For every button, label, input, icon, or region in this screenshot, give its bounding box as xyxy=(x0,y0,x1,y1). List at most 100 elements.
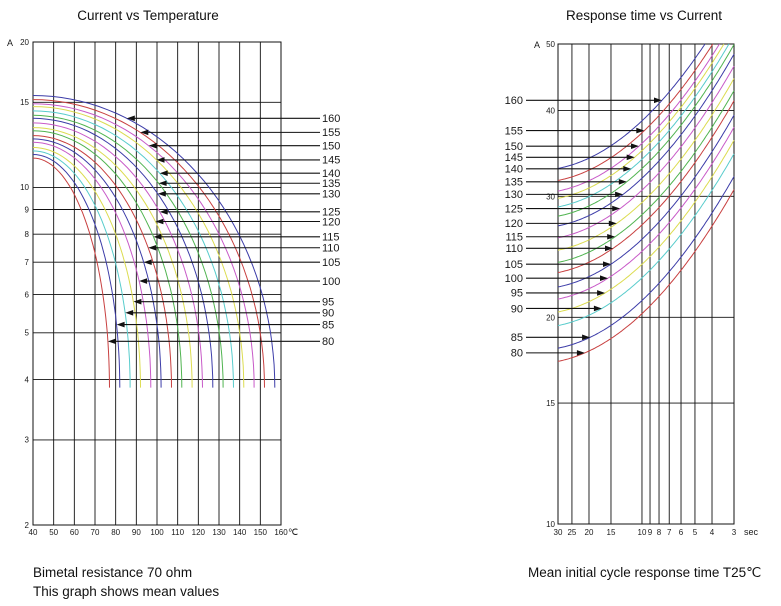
y-tick-label: 50 xyxy=(546,40,555,49)
curve-145 xyxy=(32,106,245,388)
curve-140 xyxy=(32,110,234,388)
leader-arrow-icon-135 xyxy=(158,180,167,187)
x-tick-label: 60 xyxy=(70,528,79,537)
x-tick-label: 20 xyxy=(585,528,594,537)
leader-arrow-icon-160 xyxy=(654,97,662,104)
curve-110 xyxy=(32,135,172,388)
leader-arrow-icon-145 xyxy=(156,157,165,163)
curve-100 xyxy=(557,127,735,300)
rating-label-80: 80 xyxy=(322,336,334,348)
curve-135 xyxy=(557,44,735,217)
curve-85 xyxy=(32,154,121,388)
left-caption-line2: This graph shows mean values xyxy=(33,584,220,599)
leader-arrow-icon-145 xyxy=(626,154,635,161)
curve-140 xyxy=(557,43,730,208)
y-tick-label: 10 xyxy=(546,520,555,529)
current-vs-temperature-chart: 40 50 60 70 80 90 100 110 120 130 140 150 160 20 15 10 9… xyxy=(7,38,340,537)
leader-arrow-icon-105 xyxy=(143,259,152,266)
y-tick-label: 20 xyxy=(546,313,555,322)
x-tick-label: 7 xyxy=(667,528,672,537)
rating-label-110: 110 xyxy=(505,243,523,255)
curve-130 xyxy=(32,117,214,388)
curve-145 xyxy=(557,43,725,199)
rating-label-140: 140 xyxy=(505,164,523,176)
curve-160 xyxy=(32,95,276,388)
x-tick-label: 110 xyxy=(171,528,184,537)
plot-border xyxy=(32,41,282,526)
x-tick-label: 160 xyxy=(274,528,288,537)
y-tick-label: 10 xyxy=(20,183,29,192)
leader-arrow-icon-135 xyxy=(618,178,627,185)
y-tick-label: 2 xyxy=(25,521,30,530)
x-tick-label: 4 xyxy=(710,528,715,537)
x-unit-label: sec xyxy=(744,527,759,537)
y-tick-label: 30 xyxy=(546,192,555,201)
x-tick-label: 70 xyxy=(91,528,100,537)
curve-105 xyxy=(557,114,735,288)
x-tick-label: 6 xyxy=(679,528,684,537)
curve-80 xyxy=(32,157,110,388)
leader-arrow-icon-155 xyxy=(636,127,645,134)
curve-105 xyxy=(32,138,162,388)
x-tick-label: 3 xyxy=(732,528,737,537)
leader-arrow-icon-130 xyxy=(157,190,166,197)
x-tick-label: 8 xyxy=(657,528,662,537)
leader-arrow-icon-80 xyxy=(107,338,116,345)
rating-label-155: 155 xyxy=(322,127,340,139)
x-tick-label: 9 xyxy=(648,528,653,537)
right-chart-caption: Mean initial cycle response time T25℃ xyxy=(528,565,762,580)
leader-arrow-icon-95 xyxy=(133,298,142,305)
x-tick-label: 15 xyxy=(607,528,616,537)
curve-130 xyxy=(557,53,735,227)
y-tick-label: 15 xyxy=(20,98,29,107)
x-tick-label: 150 xyxy=(254,528,268,537)
leader-arrow-icon-100 xyxy=(139,278,148,284)
rating-label-85: 85 xyxy=(511,332,523,344)
rating-label-115: 115 xyxy=(322,232,340,244)
leader-arrow-icon-130 xyxy=(615,191,624,198)
rating-label-125: 125 xyxy=(505,203,523,215)
leader-arrow-icon-140 xyxy=(159,170,168,177)
leader-arrow-icon-105 xyxy=(603,261,611,267)
y-tick-label: 5 xyxy=(25,329,30,338)
left-chart-title: Current vs Temperature xyxy=(77,8,219,23)
rating-label-100: 100 xyxy=(322,276,340,288)
curve-90 xyxy=(32,150,131,388)
curve-160 xyxy=(557,43,706,169)
leader-arrow-icon-150 xyxy=(148,142,157,149)
y-tick-label: 7 xyxy=(25,258,30,267)
rating-label-100: 100 xyxy=(505,273,523,285)
rating-label-80: 80 xyxy=(511,348,523,360)
rating-label-135: 135 xyxy=(322,178,340,190)
leader-arrow-icon-155 xyxy=(140,129,149,136)
curve-135 xyxy=(32,114,224,388)
curve-120 xyxy=(32,127,193,388)
rating-label-150: 150 xyxy=(322,140,340,152)
leader-arrow-icon-125 xyxy=(159,209,168,215)
x-tick-label: 40 xyxy=(29,528,38,537)
y-tick-label: 3 xyxy=(25,436,30,445)
y-tick-label: 4 xyxy=(25,375,30,384)
rating-label-145: 145 xyxy=(505,152,523,164)
curve-95 xyxy=(557,140,735,313)
rating-label-85: 85 xyxy=(322,319,334,331)
y-unit-label: A xyxy=(534,40,540,50)
leader-arrow-icon-115 xyxy=(153,234,162,240)
y-tick-label: 15 xyxy=(546,399,555,408)
x-tick-label: 80 xyxy=(111,528,120,537)
curve-115 xyxy=(32,130,183,388)
curve-155 xyxy=(557,43,714,181)
y-tick-label: 8 xyxy=(25,230,30,239)
leader-arrow-icon-110 xyxy=(605,245,613,252)
leader-arrow-icon-90 xyxy=(125,310,134,316)
x-tick-label: 120 xyxy=(192,528,206,537)
rating-label-150: 150 xyxy=(505,141,523,153)
x-tick-label: 50 xyxy=(49,528,58,537)
x-tick-label: 100 xyxy=(150,528,164,537)
curve-120 xyxy=(557,78,735,251)
curve-110 xyxy=(557,100,735,273)
leader-arrow-icon-150 xyxy=(631,143,639,149)
x-tick-label: 90 xyxy=(132,528,141,537)
leader-arrow-icon-85 xyxy=(582,334,591,341)
